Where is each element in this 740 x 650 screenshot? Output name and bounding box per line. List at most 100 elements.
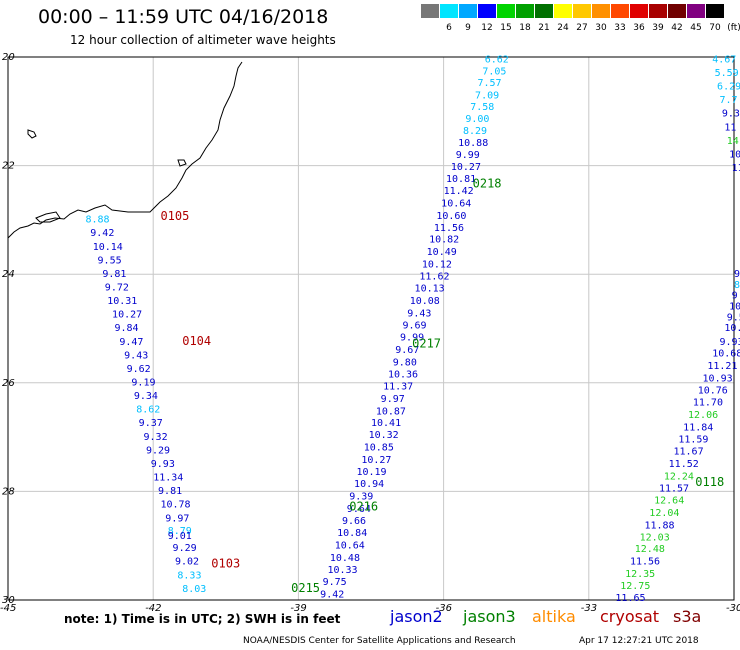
swh-value: 9.84 [114,323,138,334]
brazil-coastline [7,61,243,239]
map-title: 00:00 – 11:59 UTC 04/16/2018 [38,6,329,28]
sat-label-cryosat: cryosat [600,607,660,626]
legend-swatch [630,4,648,18]
swh-value: 5.59 [715,68,739,79]
swh-value: 11.56 [630,557,660,568]
swh-value: 11.34 [153,473,183,484]
legend-swatch [706,4,724,18]
legend-swatch [421,4,439,18]
swh-value: 8.88 [85,215,109,226]
swh-value: 12.06 [688,410,718,421]
swh-value: 9.47 [119,337,143,348]
swh-value: 11.57 [659,483,689,494]
swh-value: 10.76 [698,386,728,397]
swh-value: 11 [732,163,740,174]
swh-value: 7.58 [470,102,494,113]
legend-label: 45 [690,23,702,33]
legend-swatch [668,4,686,18]
swh-value: 9.29 [146,445,170,456]
swh-value: 11.37 [383,381,413,392]
swh-value: 11.67 [674,446,704,457]
legend-label: 24 [557,23,569,33]
swh-value: 11.52 [669,459,699,470]
swh-value: 9.67 [395,345,419,356]
swh-value: 12.48 [635,544,665,555]
legend-swatch [478,4,496,18]
swh-value: 11.59 [678,435,708,446]
swh-value: 9.72 [105,282,129,293]
swh-value: 10.84 [337,528,367,539]
lon-label: -36 [436,603,452,614]
swh-value: 8. [734,280,740,291]
lon-label: -33 [581,603,597,614]
legend-label: 18 [519,23,531,33]
swh-value: 9.66 [342,516,366,527]
swh-value: 10 [729,149,740,160]
swh-value: 9.42 [90,228,114,239]
swh-value: 9.93 [719,337,740,348]
legend-label: 12 [481,23,493,33]
swh-value: 9.37 [139,418,163,429]
swh-value: 10.60 [436,211,466,222]
swh-value: 11.70 [693,398,723,409]
legend-swatch [592,4,610,18]
legend-label: 36 [633,23,645,33]
swh-value: 9.81 [102,269,126,280]
swh-value: 10.48 [330,553,360,564]
swh-value: 10.27 [361,455,391,466]
swh-value: 12.24 [664,471,694,482]
swh-value: 10.27 [112,310,142,321]
swh-value: 10.81 [446,174,476,185]
credit-line: NOAA/NESDIS Center for Satellite Applica… [243,636,516,646]
swh-value: 10.33 [327,565,357,576]
legend-swatch [535,4,553,18]
swh-value: 10.5 [729,301,740,312]
swh-value: 11.84 [683,423,713,434]
swh-value: 9.55 [98,255,122,266]
swh-value: 10.41 [371,418,401,429]
map-subtitle: 12 hour collection of altimeter wave hei… [70,33,336,47]
swh-value: 10.87 [376,406,406,417]
swh-value: 11.65 [615,593,645,604]
swh-value: 14 [727,136,739,147]
swh-value: 11.56 [434,223,464,234]
lon-label: -30 [726,603,740,614]
pass-time-label: 0216 [349,499,378,513]
swh-value: 10.85 [364,443,394,454]
swh-value: 10.68 [712,349,740,360]
swh-value: 9.02 [175,557,199,568]
lon-label: -42 [145,603,161,614]
swh-value: 11 [724,122,736,133]
swh-value: 9.3 [722,109,740,120]
altimeter-tracks: 8.88 9.42 10.14 9.55 9.81 9.72 10.31 10.27 9.84 9… [85,54,740,604]
swh-value: 9.42 [320,589,344,600]
swh-value: 9 [734,269,740,280]
swh-value: 10.31 [107,296,137,307]
legend-swatch [573,4,591,18]
map-frame [7,56,735,601]
swh-value: 9.80 [393,357,417,368]
swh-value: 12.64 [654,495,684,506]
swh-value: 10.36 [388,369,418,380]
swh-value: 9.32 [144,432,168,443]
swh-value: 10.32 [369,430,399,441]
pass-time-label: 0104 [182,334,211,348]
island-1 [27,129,37,139]
lat-lon-grid: 202224262830-45-42-39-36-33-30 [0,52,740,614]
units-note: note: 1) Time is in UTC; 2) SWH is in fe… [64,612,341,626]
swh-value: 11.21 [707,361,737,372]
sat-label-altika: altika [532,607,576,626]
legend-swatch [516,4,534,18]
swh-value: 7.09 [475,90,499,101]
pass-time-label: 0218 [473,176,502,190]
swh-value: 7.05 [482,66,506,77]
swh-value: 10.08 [410,296,440,307]
swh-value: 10.12 [422,260,452,271]
legend-swatch [554,4,572,18]
swh-value: 8.03 [182,584,206,595]
island-2 [177,159,187,167]
legend-swatch [497,4,515,18]
swh-value: 9.39 [349,492,373,503]
swh-value: 10.27 [451,162,481,173]
